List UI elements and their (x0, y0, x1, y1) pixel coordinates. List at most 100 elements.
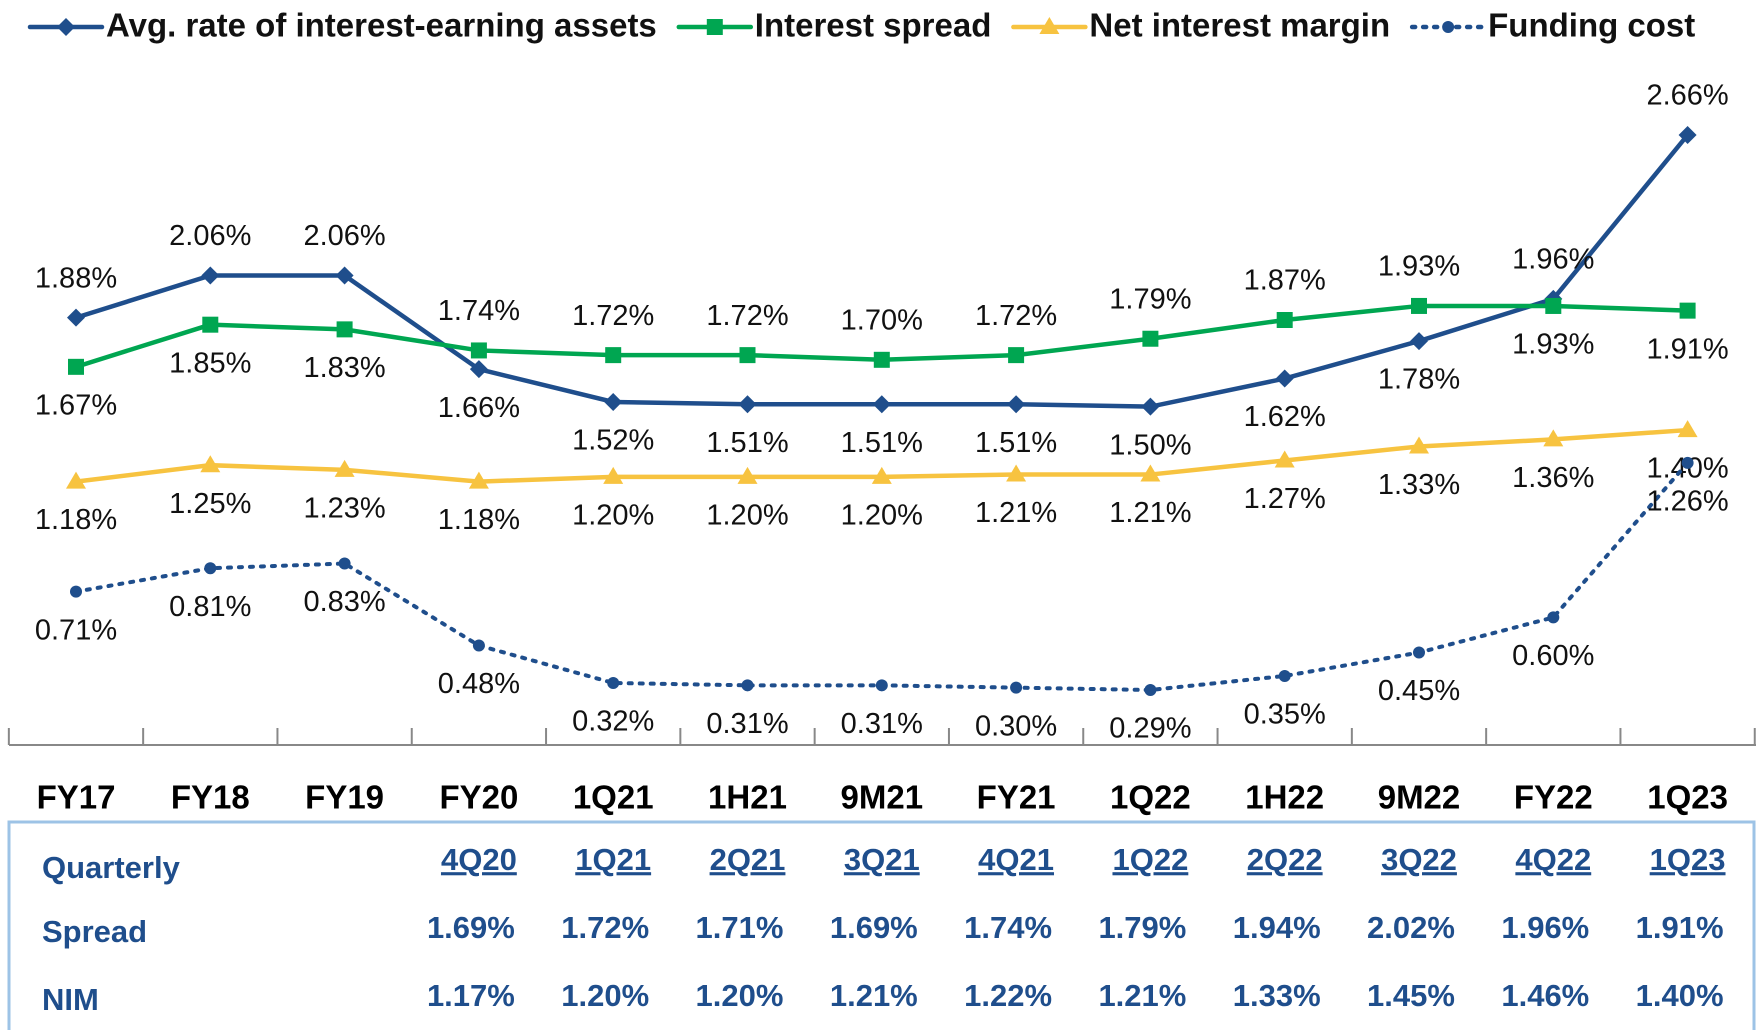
data-label: 1.33% (1378, 469, 1460, 501)
data-label: 0.45% (1378, 675, 1460, 707)
data-label: 1.51% (975, 427, 1057, 459)
marker (1409, 436, 1429, 454)
table-cell: 1.94% (1233, 910, 1321, 945)
data-label: 1.52% (572, 425, 654, 457)
table-cell: 1.40% (1636, 978, 1724, 1013)
data-label: 0.31% (706, 708, 788, 740)
x-tick-label: 1Q21 (573, 779, 654, 816)
legend-label: Avg. rate of interest-earning assets (106, 7, 657, 44)
table-cell: 1.33% (1233, 978, 1321, 1013)
marker (738, 395, 757, 414)
table-cell: 1.22% (964, 978, 1052, 1013)
data-label: 1.21% (1109, 497, 1191, 529)
data-label: 1.36% (1512, 462, 1594, 494)
x-tick-label: 9M21 (841, 779, 924, 816)
data-label: 1.72% (706, 300, 788, 332)
data-label: 1.79% (1109, 283, 1191, 315)
marker (472, 639, 485, 652)
marker (468, 471, 489, 489)
data-label: 0.81% (169, 591, 251, 623)
x-tick-label: FY20 (439, 779, 518, 816)
legend-label: Interest spread (755, 7, 992, 44)
table-cell: 2.02% (1367, 910, 1455, 945)
data-label: 1.62% (1244, 401, 1326, 433)
data-label: 1.93% (1378, 251, 1460, 283)
data-label: 0.48% (438, 668, 520, 700)
table-cell: 1.79% (1098, 910, 1186, 945)
data-label: 1.23% (303, 493, 385, 525)
marker (1010, 681, 1023, 694)
table-cell: 1.72% (561, 910, 649, 945)
data-label: 1.72% (975, 300, 1057, 332)
marker (68, 358, 84, 375)
data-label: 1.74% (438, 295, 520, 327)
x-tick-label: 1Q23 (1647, 779, 1728, 816)
x-tick-label: FY17 (37, 779, 116, 816)
data-label: 1.25% (169, 488, 251, 520)
x-tick-label: FY19 (305, 779, 384, 816)
table-column: 1Q22 (1112, 842, 1188, 877)
table-column: 4Q22 (1515, 842, 1591, 877)
marker (66, 471, 86, 489)
marker (338, 557, 351, 570)
data-label: 1.51% (841, 427, 923, 459)
x-tick-label: 9M22 (1378, 779, 1461, 816)
marker (336, 321, 353, 338)
data-label: 0.71% (35, 614, 117, 646)
marker (1007, 395, 1026, 414)
table-box (7, 820, 1756, 1035)
data-label: 1.51% (706, 427, 788, 459)
marker (1442, 21, 1455, 33)
x-tick-label: FY21 (977, 779, 1056, 816)
legend-label: Net interest margin (1089, 7, 1390, 44)
table-cell: 1.17% (427, 978, 515, 1013)
table-cell: 1.20% (696, 978, 784, 1013)
marker (1008, 347, 1025, 364)
marker (70, 585, 82, 598)
data-label: 0.30% (975, 710, 1057, 742)
marker (201, 266, 220, 285)
data-label: 2.66% (1646, 80, 1728, 112)
table-column: 4Q21 (978, 842, 1054, 877)
data-label: 1.18% (35, 504, 117, 536)
marker (1678, 126, 1697, 144)
data-label: 0.60% (1512, 640, 1594, 672)
row-label: NIM (42, 982, 99, 1017)
data-label: 1.67% (35, 389, 117, 421)
data-label: 2.06% (169, 220, 251, 252)
x-tick-label: 1Q22 (1110, 779, 1191, 816)
marker (706, 19, 723, 35)
table-cell: 1.46% (1501, 978, 1589, 1013)
table-column: 1Q23 (1650, 842, 1726, 877)
table-column: 1Q21 (575, 842, 651, 877)
table-column: 2Q21 (710, 842, 786, 877)
marker (335, 266, 354, 285)
marker (202, 316, 219, 333)
marker (1681, 456, 1694, 469)
marker (57, 18, 75, 36)
marker (1140, 464, 1161, 482)
row-label: Spread (42, 914, 147, 949)
marker (204, 562, 217, 575)
marker (1039, 17, 1060, 34)
marker (1545, 297, 1562, 314)
table-column: 3Q22 (1381, 842, 1457, 877)
marker (1274, 450, 1295, 468)
marker (737, 466, 758, 484)
data-label: 0.31% (841, 708, 923, 740)
data-label: 1.26% (1646, 486, 1728, 518)
marker (741, 679, 754, 692)
marker (873, 351, 890, 368)
data-label: 1.72% (572, 300, 654, 332)
data-label: 1.20% (572, 500, 654, 532)
marker (871, 466, 892, 484)
marker (1144, 684, 1157, 696)
table-column: 3Q21 (844, 842, 920, 877)
marker (469, 360, 488, 379)
marker (1276, 312, 1293, 328)
x-tick-label: 1H21 (708, 779, 787, 816)
table-cell: 1.69% (830, 910, 918, 945)
data-label: 1.87% (1244, 265, 1326, 297)
table-column: 2Q22 (1247, 842, 1323, 877)
x-tick-label: 1H22 (1245, 779, 1324, 816)
